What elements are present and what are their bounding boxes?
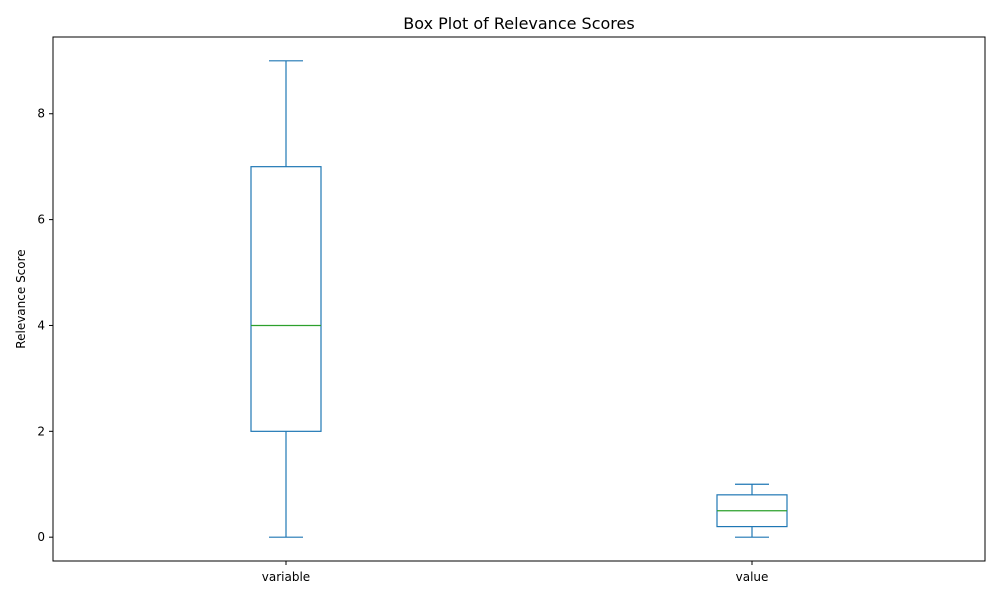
x-tick-label: variable — [262, 570, 310, 584]
y-tick-label: 2 — [37, 424, 45, 438]
plot-frame — [52, 36, 986, 562]
y-tick-label: 8 — [37, 107, 45, 121]
x-tick-label: value — [736, 570, 769, 584]
chart-marks: 0 2 4 6 8 variable value — [37, 60, 788, 584]
chart-title: Box Plot of Relevance Scores — [403, 14, 634, 33]
y-tick-label: 0 — [37, 530, 45, 544]
y-tick-label: 6 — [37, 213, 45, 227]
y-axis-label: Relevance Score — [14, 249, 28, 348]
box-variable — [250, 166, 322, 432]
y-tick-label: 4 — [37, 318, 45, 332]
